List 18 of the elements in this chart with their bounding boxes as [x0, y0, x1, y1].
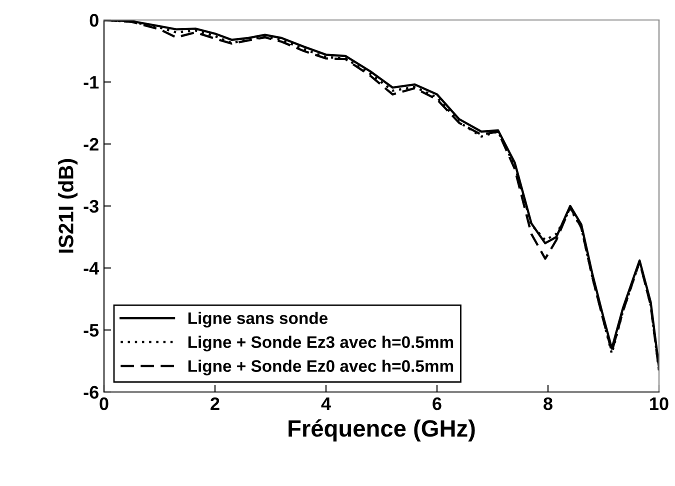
y-tick-label: -1: [84, 76, 99, 89]
x-tick-label: 6: [432, 397, 442, 410]
x-tick-label: 2: [210, 397, 220, 410]
y-tick-label: -3: [84, 200, 98, 213]
x-axis-title: Fréquence (GHz): [288, 419, 475, 442]
x-tick-label: 10: [650, 397, 668, 410]
y-tick-label: -4: [84, 262, 100, 275]
legend-label: Ligne + Sonde Ez3 avec h=0.5mm: [188, 336, 454, 352]
legend-label: Ligne sans sonde: [188, 312, 328, 328]
y-tick-label: -6: [84, 386, 98, 399]
x-tick-label: 4: [321, 398, 331, 410]
y-tick-label: -2: [84, 138, 98, 151]
y-tick-label: -5: [84, 324, 99, 337]
x-tick-label: 0: [100, 397, 108, 410]
y-tick-label: 0: [90, 14, 98, 27]
x-tick-label: 8: [544, 397, 552, 410]
y-axis-title: IS21I (dB): [58, 158, 78, 253]
legend-label: Ligne + Sonde Ez0 avec h=0.5mm: [188, 360, 454, 376]
